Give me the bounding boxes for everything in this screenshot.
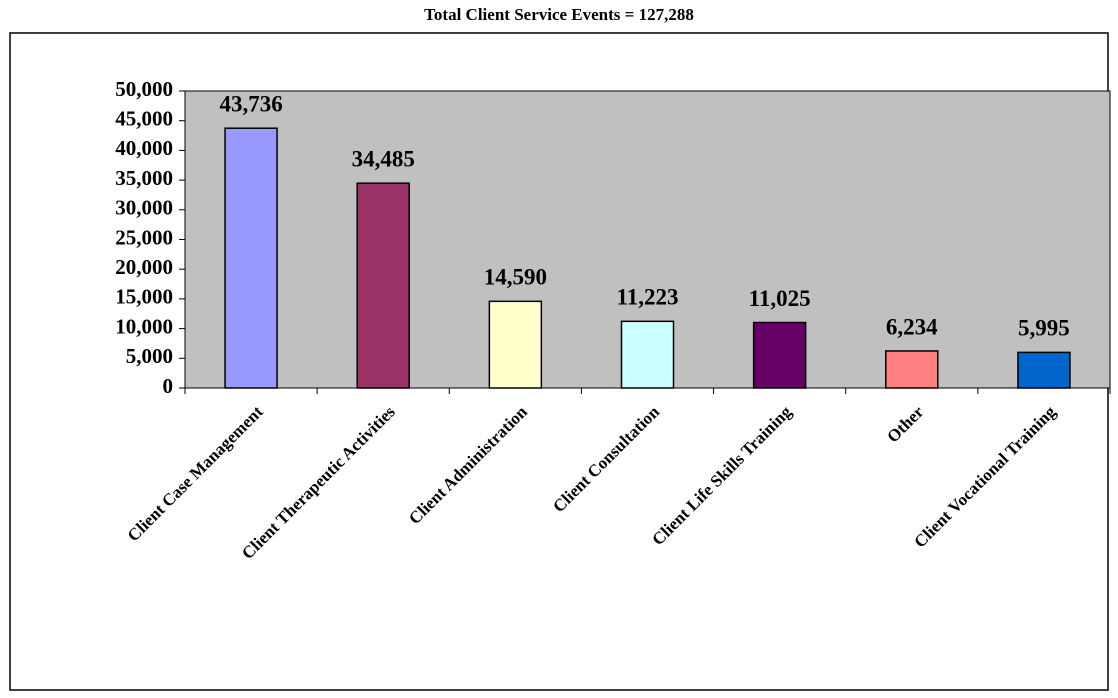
- y-tick-label: 15,000: [115, 285, 173, 309]
- y-tick-label: 0: [163, 374, 174, 398]
- y-tick-label: 20,000: [115, 255, 173, 279]
- value-label: 43,736: [219, 91, 282, 116]
- bar: [224, 127, 278, 389]
- value-label: 5,995: [1018, 316, 1070, 341]
- y-tick-label: 10,000: [115, 314, 173, 338]
- y-tick-label: 25,000: [115, 225, 173, 249]
- value-label: 34,485: [352, 146, 415, 171]
- chart-title: Total Client Service Events = 127,288: [424, 5, 694, 24]
- value-label: 11,223: [617, 285, 679, 310]
- x-tick-label: Other: [883, 402, 927, 446]
- bar: [488, 300, 543, 389]
- value-label: 11,025: [749, 286, 811, 311]
- y-tick-label: 40,000: [115, 136, 173, 160]
- y-tick-label: 30,000: [115, 196, 173, 220]
- x-tick-label: Client Administration: [405, 402, 531, 528]
- bar: [356, 182, 410, 389]
- value-label: 14,590: [484, 265, 547, 290]
- x-tick-label: Client Vocational Training: [910, 402, 1060, 552]
- bar: [1017, 351, 1071, 389]
- y-tick-label: 35,000: [115, 166, 173, 190]
- x-tick-label: Client Therapeutic Activities: [238, 402, 399, 563]
- bar: [752, 321, 807, 389]
- y-tick-label: 5,000: [126, 344, 173, 368]
- x-tick-label: Client Life Skills Training: [648, 402, 795, 549]
- x-tick-label: Client Case Management: [124, 402, 267, 545]
- bar: [620, 320, 675, 389]
- y-tick-label: 50,000: [115, 77, 173, 101]
- bar: [885, 350, 939, 389]
- value-label: 6,234: [886, 314, 938, 339]
- y-tick-label: 45,000: [115, 107, 173, 131]
- x-tick-label: Client Consultation: [549, 402, 663, 516]
